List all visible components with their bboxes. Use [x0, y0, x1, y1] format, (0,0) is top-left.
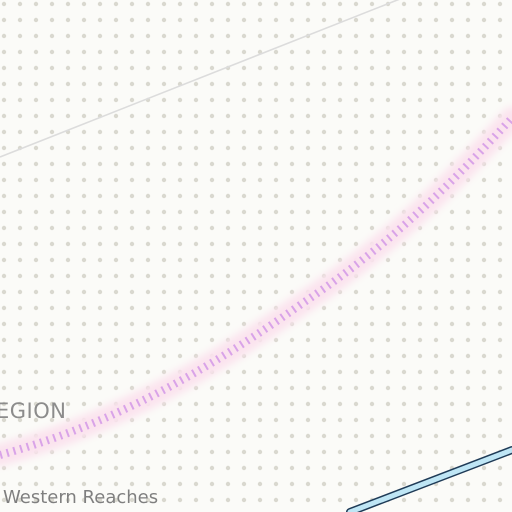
dashed-route[interactable]	[0, 115, 512, 459]
thin-road[interactable]	[0, 0, 410, 158]
waterway[interactable]	[347, 447, 512, 512]
region-label: EGION	[0, 399, 67, 423]
subregion-label: Western Reaches	[3, 487, 159, 508]
